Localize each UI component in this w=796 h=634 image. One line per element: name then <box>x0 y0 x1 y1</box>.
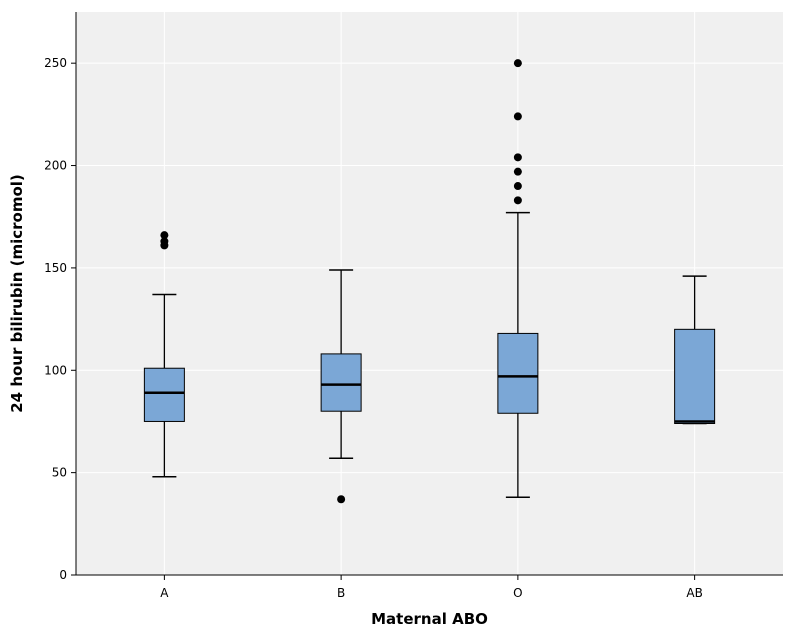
outlier-point <box>513 59 522 68</box>
box-ab <box>674 275 716 425</box>
boxes <box>143 59 716 504</box>
iqr-box <box>497 332 539 414</box>
outlier-point <box>513 153 522 162</box>
y-tick-label: 150 <box>44 261 67 275</box>
x-tick-label: AB <box>686 586 702 600</box>
y-tick-label: 50 <box>52 466 67 480</box>
outlier-point <box>513 182 522 191</box>
y-axis-title: 24 hour bilirubin (micromol) <box>8 174 26 413</box>
outlier-point <box>160 237 169 246</box>
y-tick-label: 100 <box>44 363 67 377</box>
outlier-point <box>513 167 522 176</box>
y-tick-label: 250 <box>44 56 67 70</box>
outlier-point <box>160 231 169 240</box>
y-tick-label: 0 <box>59 568 67 582</box>
x-tick-label: B <box>337 586 345 600</box>
box-a <box>143 231 185 478</box>
iqr-box <box>320 353 362 412</box>
outlier-point <box>337 495 346 504</box>
y-tick-label: 200 <box>44 159 67 173</box>
x-tick-label: O <box>513 586 522 600</box>
iqr-box <box>674 328 716 425</box>
box-b <box>320 269 362 504</box>
outlier-point <box>513 112 522 121</box>
iqr-box <box>143 367 185 422</box>
plot-area <box>76 12 783 575</box>
x-tick-label: A <box>160 586 169 600</box>
x-axis-title: Maternal ABO <box>371 610 488 628</box>
box-o <box>497 59 539 498</box>
outlier-point <box>513 196 522 205</box>
